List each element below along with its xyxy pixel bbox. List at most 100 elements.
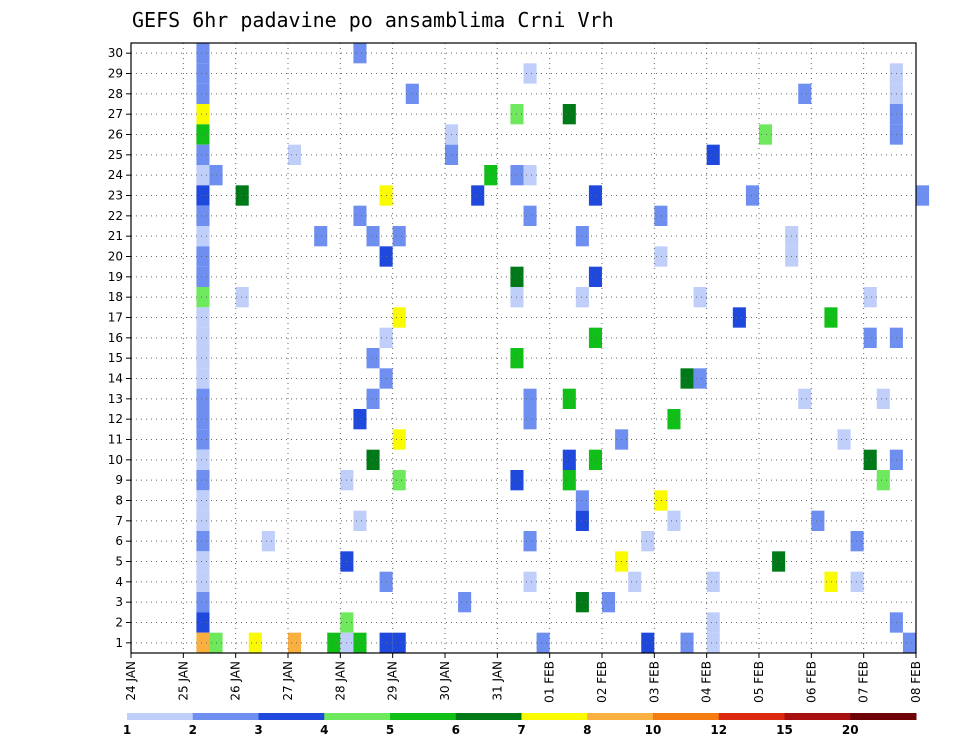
x-tick-label: 24 JAN xyxy=(124,661,138,701)
y-tick-label: 18 xyxy=(108,290,123,304)
y-tick-label: 23 xyxy=(108,189,123,203)
heatmap-cell xyxy=(536,632,550,653)
heatmap-cell xyxy=(523,571,537,592)
heatmap-cell xyxy=(353,510,367,531)
x-tick-label: 25 JAN xyxy=(176,661,190,701)
heatmap-cell xyxy=(654,246,668,267)
colorbar-label: 10 xyxy=(645,723,662,737)
x-tick-label: 30 JAN xyxy=(438,661,452,701)
x-tick-label: 29 JAN xyxy=(386,661,400,701)
colorbar-swatch xyxy=(455,713,522,720)
heatmap-cell xyxy=(392,470,406,491)
heatmap-cell xyxy=(562,470,576,491)
heatmap-cell xyxy=(562,104,576,125)
heatmap-cell xyxy=(693,368,707,389)
heatmap-cell xyxy=(902,632,916,653)
colorbar-label: 7 xyxy=(517,723,525,737)
heatmap-cell xyxy=(588,185,602,206)
plot-frame xyxy=(130,42,917,654)
y-tick-label: 16 xyxy=(108,331,123,345)
heatmap-cell xyxy=(353,409,367,430)
colorbar-swatch xyxy=(258,713,325,720)
heatmap-cell xyxy=(261,531,275,552)
heatmap-cell xyxy=(392,226,406,247)
heatmap-cell xyxy=(196,185,210,206)
heatmap-cell xyxy=(706,144,720,165)
y-tick-label: 3 xyxy=(115,595,123,609)
heatmap-cell xyxy=(850,571,864,592)
heatmap-cell xyxy=(654,490,668,511)
y-tick-label: 7 xyxy=(115,514,123,528)
colorbar-swatch xyxy=(390,713,457,720)
colorbar: 1 2 3 4 5 6 7 8 10 12 15 20 xyxy=(123,713,917,737)
colorbar-swatch xyxy=(587,713,654,720)
heatmap-cell xyxy=(602,592,616,613)
heatmap-cell xyxy=(288,144,302,165)
heatmap-cell xyxy=(196,470,210,491)
x-tick-label: 04 FEB xyxy=(700,661,714,703)
heatmap-cell xyxy=(196,307,210,328)
colorbar-label: 8 xyxy=(583,723,591,737)
heatmap-cell xyxy=(863,449,877,470)
x-tick-label: 03 FEB xyxy=(647,661,661,703)
grid-lines xyxy=(131,43,916,653)
x-axis-ticks: 24 JAN 25 JAN 26 JAN 27 JAN 28 JAN 29 JAN 30 J… xyxy=(124,653,923,703)
heatmap-cell xyxy=(196,287,210,308)
heatmap-cell xyxy=(811,510,825,531)
y-tick-label: 27 xyxy=(108,107,123,121)
y-tick-label: 8 xyxy=(115,494,123,508)
heatmap-cell xyxy=(327,632,341,653)
heatmap-cell xyxy=(706,612,720,633)
heatmap-cell xyxy=(196,348,210,369)
heatmap-cell xyxy=(248,632,262,653)
heatmap-cell xyxy=(196,327,210,348)
y-tick-label: 28 xyxy=(108,87,123,101)
heatmap-cell xyxy=(314,226,328,247)
heatmap-cell xyxy=(366,348,380,369)
heatmap-cell xyxy=(523,409,537,430)
colorbar-label: 12 xyxy=(710,723,727,737)
colorbar-label: 3 xyxy=(254,723,262,737)
heatmap-cell xyxy=(196,104,210,125)
colorbar-swatch xyxy=(324,713,391,720)
heatmap-cell xyxy=(392,429,406,450)
heatmap-cell xyxy=(654,205,668,226)
y-tick-label: 17 xyxy=(108,311,123,325)
heatmap-cell xyxy=(759,124,773,145)
heatmap-cell xyxy=(588,327,602,348)
x-tick-label: 31 JAN xyxy=(490,661,504,701)
heatmap-cell xyxy=(562,449,576,470)
colorbar-swatch xyxy=(192,713,259,720)
y-tick-label: 22 xyxy=(108,209,123,223)
y-tick-label: 12 xyxy=(108,412,123,426)
colorbar-swatch xyxy=(127,713,194,720)
x-tick-label: 07 FEB xyxy=(857,661,871,703)
x-tick-label: 28 JAN xyxy=(333,661,347,701)
heatmap-cell xyxy=(196,612,210,633)
y-tick-label: 26 xyxy=(108,128,123,142)
heatmap-cell xyxy=(680,368,694,389)
heatmap-cell xyxy=(745,185,759,206)
heatmap-cell xyxy=(392,632,406,653)
y-tick-label: 9 xyxy=(115,473,123,487)
heatmap-cell xyxy=(706,571,720,592)
colorbar-label: 2 xyxy=(189,723,197,737)
heatmap-cell xyxy=(575,226,589,247)
y-tick-label: 30 xyxy=(108,46,123,60)
colorbar-swatch xyxy=(850,713,917,720)
heatmap-cell xyxy=(196,368,210,389)
heatmap-cell xyxy=(824,307,838,328)
heatmap-cell xyxy=(693,287,707,308)
colorbar-swatch xyxy=(521,713,588,720)
heatmap-cell xyxy=(628,571,642,592)
heatmap-cell xyxy=(196,165,210,186)
y-tick-label: 14 xyxy=(108,372,123,386)
y-tick-label: 25 xyxy=(108,148,123,162)
heatmap-cell xyxy=(667,510,681,531)
heatmap-cell xyxy=(575,287,589,308)
heatmap-cell xyxy=(196,409,210,430)
heatmap-cell xyxy=(196,551,210,572)
y-tick-label: 5 xyxy=(115,555,123,569)
y-tick-label: 20 xyxy=(108,250,123,264)
